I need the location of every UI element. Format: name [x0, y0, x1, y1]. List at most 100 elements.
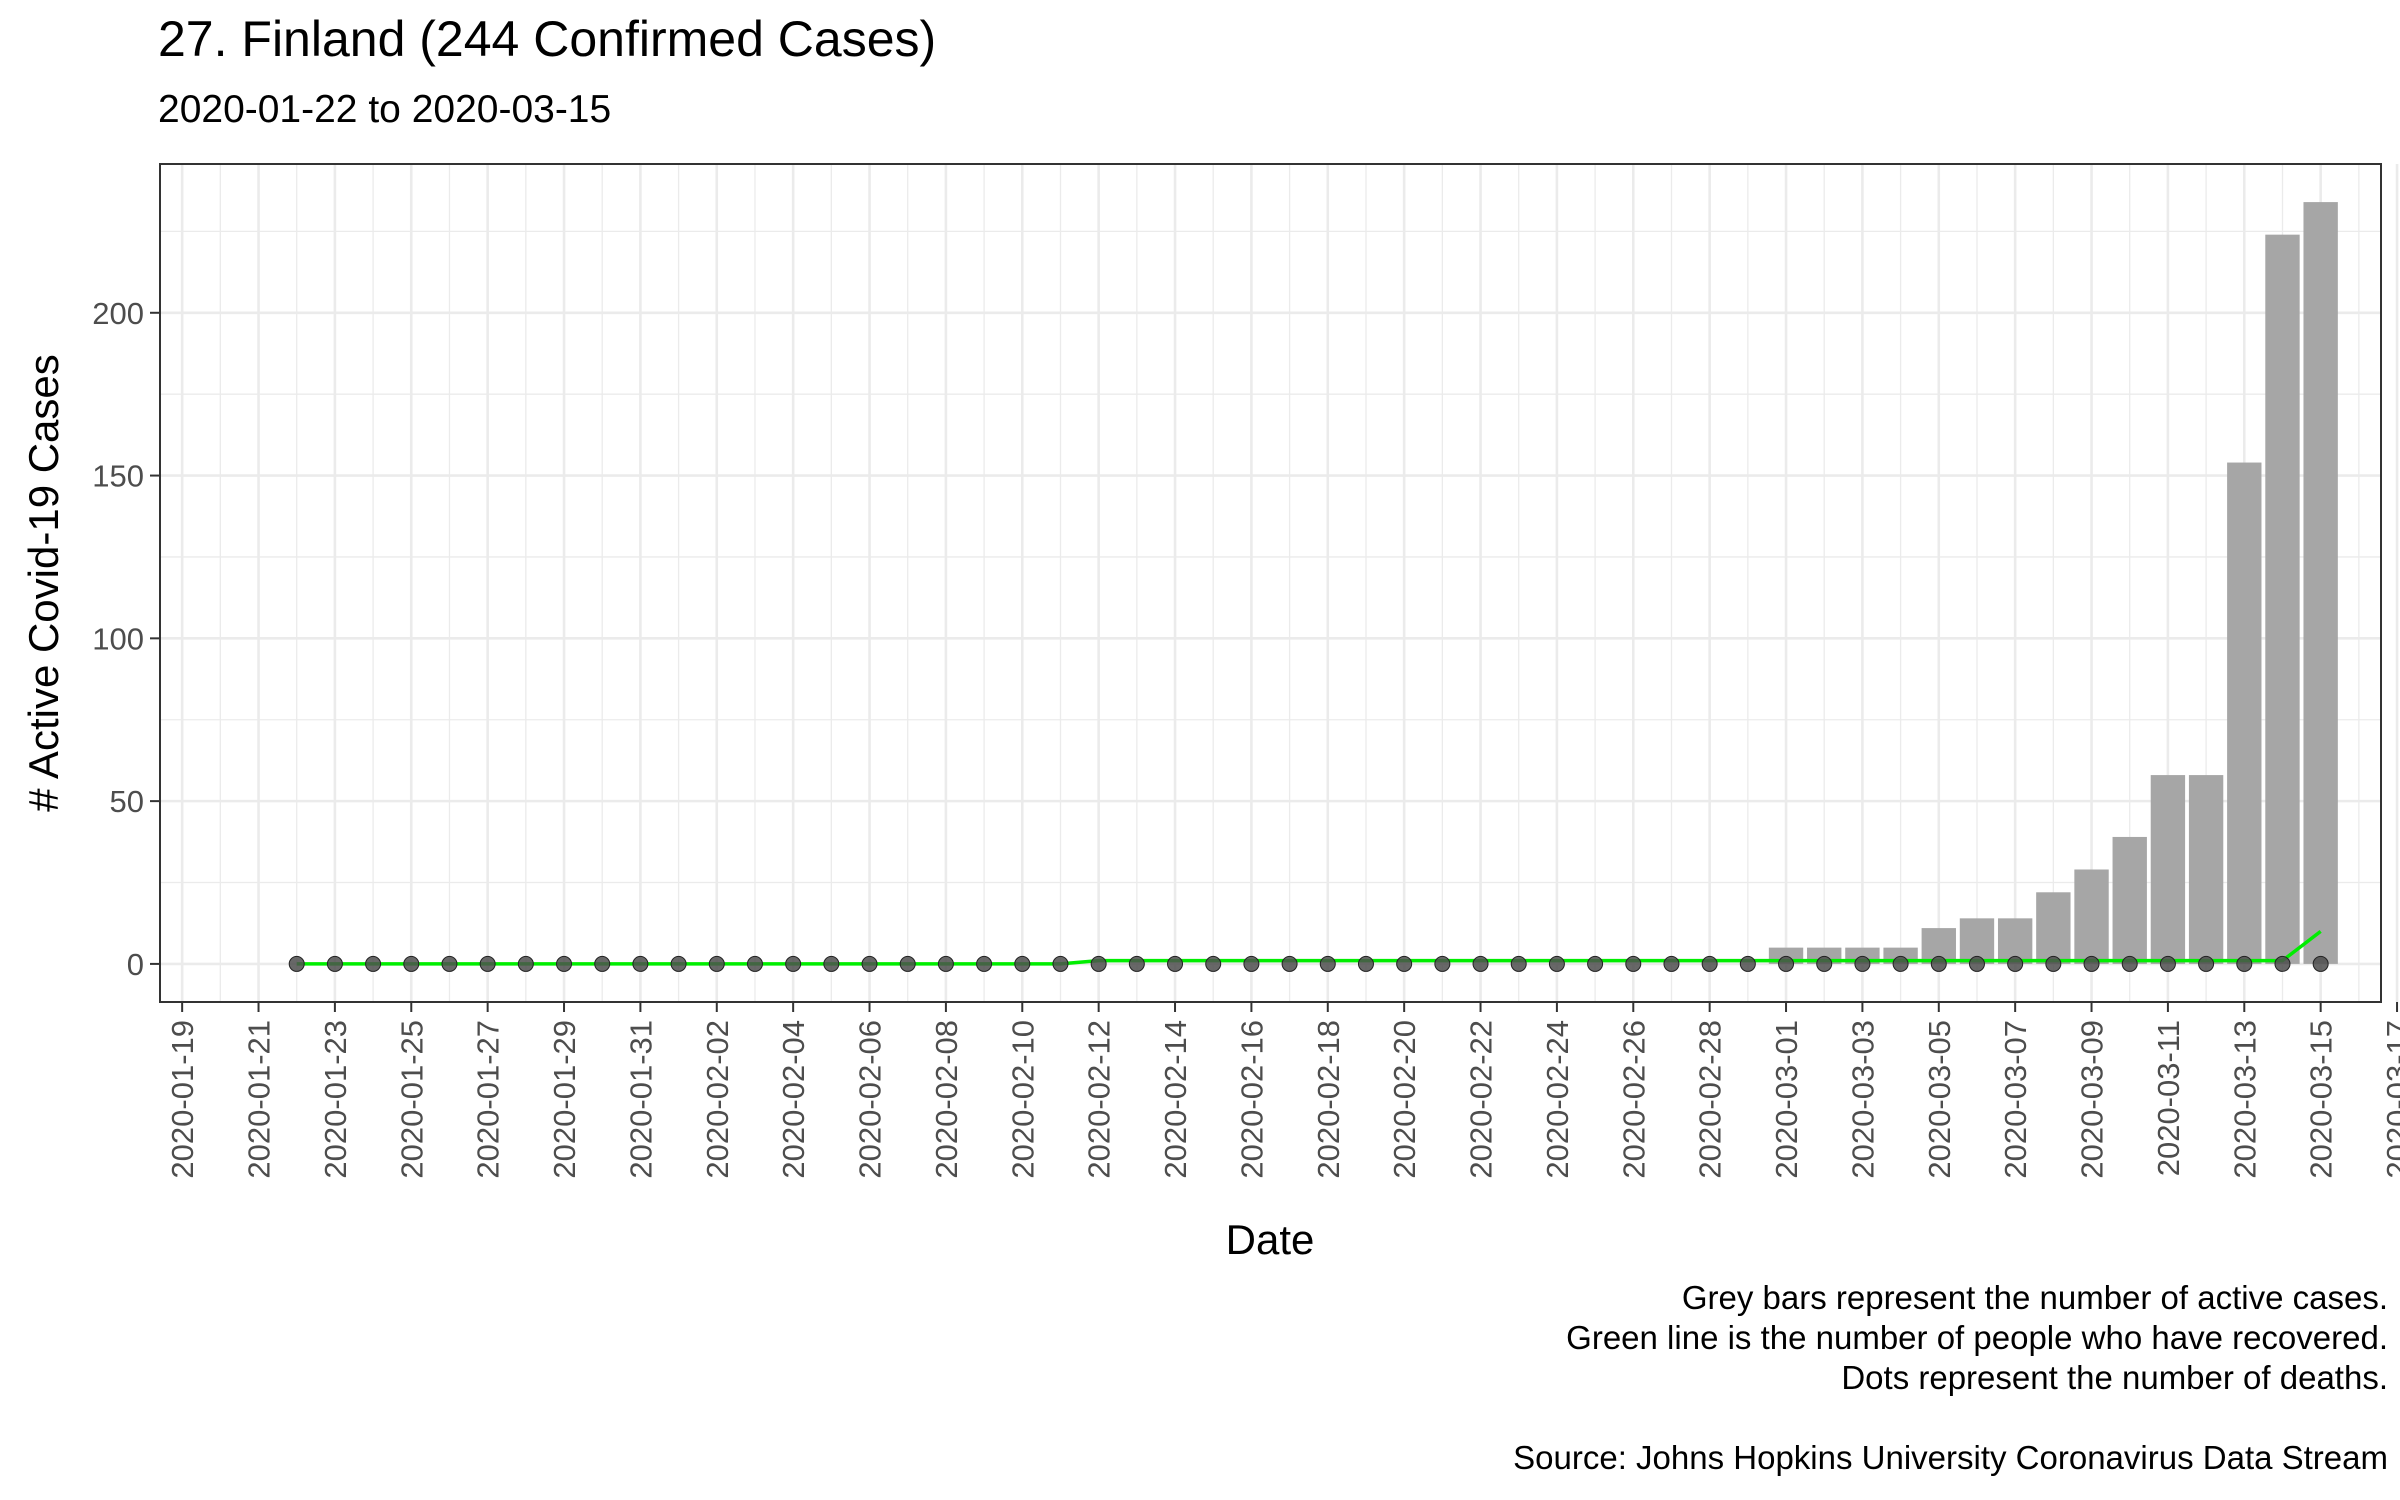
death-dot: [2007, 955, 2024, 972]
x-tick-label: 2020-03-01: [1769, 1020, 1804, 1179]
death-dot: [1701, 955, 1718, 972]
chart-title: 27. Finland (244 Confirmed Cases): [158, 11, 937, 67]
death-dot: [1052, 955, 1069, 972]
death-dot: [861, 955, 878, 972]
death-dot: [288, 955, 305, 972]
x-tick-label: 2020-02-22: [1464, 1020, 1499, 1179]
y-tick-label: 100: [92, 621, 144, 656]
death-dot: [2159, 955, 2176, 972]
x-tick-label: 2020-02-12: [1082, 1020, 1117, 1179]
death-dot: [326, 955, 343, 972]
x-tick-label: 2020-01-19: [165, 1020, 200, 1179]
y-axis: 0 50 100 150 200: [92, 296, 160, 982]
bar: [2265, 234, 2300, 964]
death-dot: [1548, 955, 1565, 972]
x-axis-label: Date: [1226, 1216, 1315, 1263]
y-tick-label: 200: [92, 296, 144, 331]
y-tick-label: 150: [92, 459, 144, 494]
y-tick-label: 50: [110, 784, 144, 819]
death-dot: [1510, 955, 1527, 972]
bar: [2303, 202, 2338, 964]
death-dot: [1739, 955, 1756, 972]
caption-line: Grey bars represent the number of active…: [1681, 1279, 2388, 1316]
death-dot: [1205, 955, 1222, 972]
bar: [2188, 775, 2224, 964]
grid-lines: [160, 164, 2399, 1002]
x-tick-label: 2020-02-28: [1693, 1020, 1728, 1179]
death-dot: [937, 955, 954, 972]
death-dot: [1014, 955, 1031, 972]
x-tick-label: 2020-02-24: [1540, 1020, 1575, 1179]
x-tick-label: 2020-02-18: [1311, 1020, 1346, 1179]
x-tick-label: 2020-02-04: [776, 1020, 811, 1179]
x-tick-label: 2020-03-17: [2380, 1020, 2400, 1179]
death-dot: [441, 955, 458, 972]
death-dot: [976, 955, 993, 972]
caption-spacer: [1513, 1398, 2388, 1438]
death-dot: [1663, 955, 1680, 972]
death-dot: [2083, 955, 2100, 972]
death-dot: [1243, 955, 1260, 972]
y-tick-label: 0: [127, 947, 144, 982]
x-tick-label: 2020-01-29: [547, 1020, 582, 1179]
death-dot: [2236, 955, 2253, 972]
x-tick-label: 2020-03-03: [1845, 1020, 1880, 1179]
bar: [2150, 775, 2186, 964]
panel-border: [159, 163, 2382, 1003]
x-tick-label: 2020-03-07: [1998, 1020, 2033, 1179]
x-tick-label: 2020-02-10: [1005, 1020, 1040, 1179]
x-tick-label: 2020-01-21: [242, 1020, 277, 1179]
x-tick-label: 2020-01-25: [394, 1020, 429, 1179]
death-dot: [2274, 955, 2291, 972]
death-dot: [2045, 955, 2062, 972]
y-axis-label: # Active Covid-19 Cases: [20, 354, 67, 812]
x-tick-label: 2020-03-15: [2304, 1020, 2339, 1179]
caption: Grey bars represent the number of active…: [1513, 1278, 2388, 1478]
x-tick-label: 2020-01-23: [318, 1020, 353, 1179]
death-dot: [1090, 955, 1107, 972]
death-dot: [1472, 955, 1489, 972]
x-tick-label: 2020-02-14: [1158, 1020, 1193, 1179]
death-dot: [2198, 955, 2215, 972]
chart-subtitle: 2020-01-22 to 2020-03-15: [158, 88, 612, 131]
x-tick-label: 2020-02-08: [929, 1020, 964, 1179]
x-tick-label: 2020-03-13: [2227, 1020, 2262, 1179]
bar: [2227, 462, 2262, 964]
death-dot: [403, 955, 420, 972]
x-tick-label: 2020-03-05: [1922, 1020, 1957, 1179]
x-axis: 2020-01-19 2020-01-21 2020-01-23 2020-01-25…: [165, 1002, 2400, 1179]
death-dot: [365, 955, 382, 972]
caption-line: Green line is the number of people who h…: [1566, 1319, 2388, 1356]
x-tick-label: 2020-02-02: [700, 1020, 735, 1179]
x-tick-label: 2020-02-26: [1616, 1020, 1651, 1179]
death-dot: [785, 955, 802, 972]
caption-source: Source: Johns Hopkins University Coronav…: [1513, 1439, 2388, 1476]
x-tick-label: 2020-01-27: [471, 1020, 506, 1179]
x-tick-label: 2020-02-06: [853, 1020, 888, 1179]
death-dot: [1854, 955, 1871, 972]
death-dot: [899, 955, 916, 972]
death-dot: [1816, 955, 1833, 972]
x-tick-label: 2020-02-20: [1387, 1020, 1422, 1179]
death-dot: [1357, 955, 1374, 972]
death-dot: [746, 955, 763, 972]
death-dots: [288, 955, 2329, 972]
death-dot: [479, 955, 496, 972]
death-dot: [1625, 955, 1642, 972]
bar: [2074, 869, 2109, 964]
death-dot: [1396, 955, 1413, 972]
bar: [2036, 892, 2071, 964]
x-tick-label: 2020-03-09: [2075, 1020, 2110, 1179]
death-dot: [823, 955, 840, 972]
death-dot: [1281, 955, 1298, 972]
death-dot: [1434, 955, 1451, 972]
death-dot: [708, 955, 725, 972]
death-dot: [2121, 955, 2138, 972]
death-dot: [517, 955, 534, 972]
x-tick-label: 2020-02-16: [1234, 1020, 1269, 1179]
death-dot: [556, 955, 573, 972]
panel-background: [160, 164, 2381, 1002]
death-dot: [1319, 955, 1336, 972]
caption-line: Dots represent the number of deaths.: [1841, 1359, 2388, 1396]
death-dot: [1892, 955, 1909, 972]
